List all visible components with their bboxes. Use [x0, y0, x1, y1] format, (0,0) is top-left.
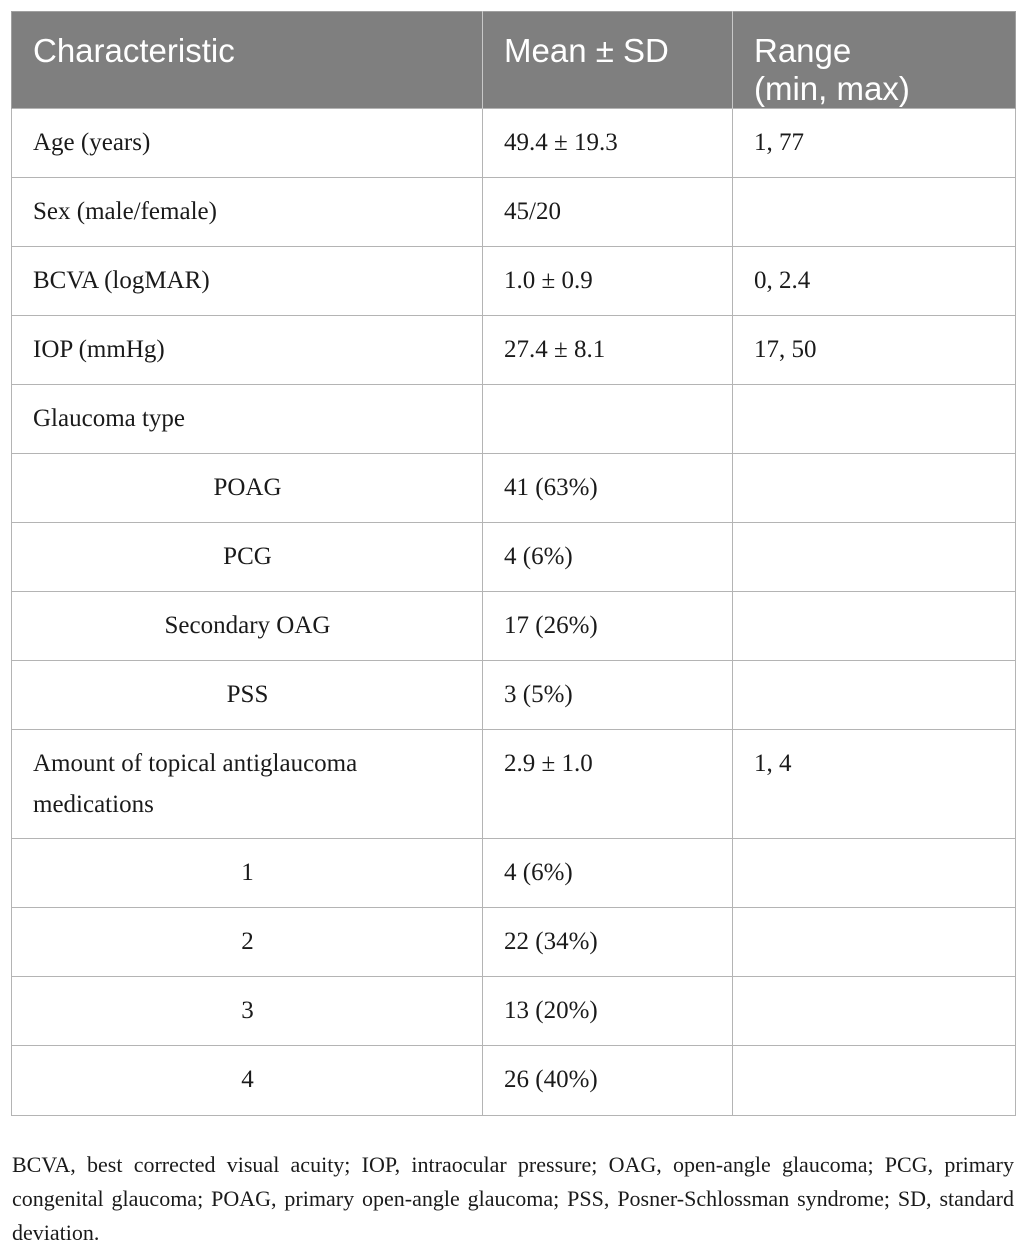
cell-characteristic: 3	[11, 976, 483, 1046]
cell-mean-sd: 26 (40%)	[482, 1045, 733, 1116]
cell-characteristic: Amount of topical antiglaucoma medicatio…	[11, 729, 483, 839]
cell-mean-sd	[482, 384, 733, 454]
cell-mean-sd: 3 (5%)	[482, 660, 733, 730]
cell-mean-sd: 45/20	[482, 177, 733, 247]
cell-characteristic: Secondary OAG	[11, 591, 483, 661]
cell-range: 1, 77	[732, 108, 1016, 178]
header-characteristic: Characteristic	[11, 11, 483, 109]
cell-range	[732, 1045, 1016, 1116]
cell-mean-sd: 17 (26%)	[482, 591, 733, 661]
cell-range	[732, 384, 1016, 454]
cell-mean-sd: 4 (6%)	[482, 838, 733, 908]
cell-characteristic: Age (years)	[11, 108, 483, 178]
table-row: 4 26 (40%)	[11, 1045, 1016, 1116]
cell-mean-sd: 2.9 ± 1.0	[482, 729, 733, 839]
table-row: PSS 3 (5%)	[11, 660, 1016, 730]
cell-range	[732, 177, 1016, 247]
header-mean-sd: Mean ± SD	[482, 11, 733, 109]
table-row: PCG 4 (6%)	[11, 522, 1016, 592]
cell-characteristic: BCVA (logMAR)	[11, 246, 483, 316]
table-row: BCVA (logMAR) 1.0 ± 0.9 0, 2.4	[11, 246, 1016, 316]
cell-range	[732, 453, 1016, 523]
cell-characteristic: 1	[11, 838, 483, 908]
cell-mean-sd: 1.0 ± 0.9	[482, 246, 733, 316]
cell-characteristic: 4	[11, 1045, 483, 1116]
header-range: Range (min, max)	[732, 11, 1016, 109]
cell-characteristic: 2	[11, 907, 483, 977]
cell-mean-sd: 27.4 ± 8.1	[482, 315, 733, 385]
header-range-line2: (min, max)	[754, 70, 910, 107]
cell-range	[732, 522, 1016, 592]
cell-range: 1, 4	[732, 729, 1016, 839]
header-range-line1: Range	[754, 32, 852, 69]
cell-range: 0, 2.4	[732, 246, 1016, 316]
cell-mean-sd: 13 (20%)	[482, 976, 733, 1046]
cell-range	[732, 591, 1016, 661]
cell-range	[732, 907, 1016, 977]
table-row: Amount of topical antiglaucoma medicatio…	[11, 729, 1016, 839]
cell-characteristic: POAG	[11, 453, 483, 523]
cell-range	[732, 838, 1016, 908]
cell-characteristic: PSS	[11, 660, 483, 730]
table-row: POAG 41 (63%)	[11, 453, 1016, 523]
characteristics-table: Characteristic Mean ± SD Range (min, max)…	[11, 11, 1016, 1116]
cell-mean-sd: 49.4 ± 19.3	[482, 108, 733, 178]
header-row: Characteristic Mean ± SD Range (min, max)	[11, 11, 1016, 109]
table-row: Sex (male/female) 45/20	[11, 177, 1016, 247]
table-row: 2 22 (34%)	[11, 907, 1016, 977]
table-footnote: BCVA, best corrected visual acuity; IOP,…	[12, 1152, 1014, 1245]
table-row: Glaucoma type	[11, 384, 1016, 454]
table-row: 1 4 (6%)	[11, 838, 1016, 908]
cell-mean-sd: 22 (34%)	[482, 907, 733, 977]
table-body: Age (years) 49.4 ± 19.3 1, 77 Sex (male/…	[11, 108, 1016, 1116]
cell-characteristic: PCG	[11, 522, 483, 592]
table-row: Secondary OAG 17 (26%)	[11, 591, 1016, 661]
table-row: Age (years) 49.4 ± 19.3 1, 77	[11, 108, 1016, 178]
table-row: 3 13 (20%)	[11, 976, 1016, 1046]
table-header: Characteristic Mean ± SD Range (min, max)	[11, 11, 1016, 109]
cell-range: 17, 50	[732, 315, 1016, 385]
cell-characteristic: Sex (male/female)	[11, 177, 483, 247]
cell-range	[732, 660, 1016, 730]
cell-mean-sd: 4 (6%)	[482, 522, 733, 592]
table-row: IOP (mmHg) 27.4 ± 8.1 17, 50	[11, 315, 1016, 385]
cell-characteristic: Glaucoma type	[11, 384, 483, 454]
cell-range	[732, 976, 1016, 1046]
cell-characteristic: IOP (mmHg)	[11, 315, 483, 385]
cell-mean-sd: 41 (63%)	[482, 453, 733, 523]
